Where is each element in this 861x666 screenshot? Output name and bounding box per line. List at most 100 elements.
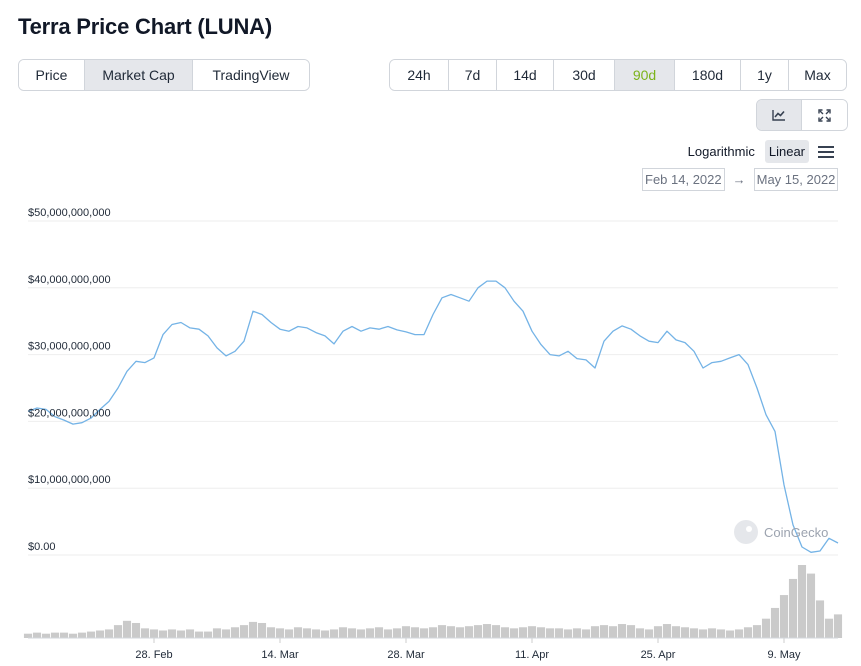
volume-bar <box>581 629 591 638</box>
volume-bar <box>464 626 474 638</box>
market-cap-line <box>27 280 839 553</box>
range-14d[interactable]: 14d <box>497 60 554 90</box>
volume-bar <box>320 630 330 638</box>
tab-market-cap[interactable]: Market Cap <box>85 60 193 90</box>
volume-bar <box>356 629 366 638</box>
x-tick-label: 11. Apr <box>515 649 549 661</box>
y-axis-labels: $0.00 $10,000,000,000 $20,000,000,000 $30,0… <box>28 207 111 553</box>
volume-bar <box>194 631 204 638</box>
volume-bar <box>392 628 402 638</box>
tab-tradingview[interactable]: TradingView <box>193 60 309 90</box>
range-30d[interactable]: 30d <box>554 60 615 90</box>
volume-bar <box>644 629 654 638</box>
scale-logarithmic[interactable]: Logarithmic <box>687 144 755 159</box>
range-1y[interactable]: 1y <box>741 60 789 90</box>
volume-bar <box>203 631 213 638</box>
volume-bar <box>410 627 420 638</box>
volume-bar <box>689 628 699 638</box>
volume-bar <box>374 627 384 638</box>
volume-bar <box>797 565 807 638</box>
volume-bar <box>572 628 582 638</box>
volume-bar <box>752 625 762 638</box>
volume-bar <box>41 633 51 638</box>
volume-bar <box>275 628 285 638</box>
volume-bar <box>626 625 636 638</box>
volume-bar <box>455 627 465 638</box>
volume-bar <box>293 627 303 638</box>
range-max[interactable]: Max <box>789 60 846 90</box>
volume-bar <box>176 630 186 638</box>
volume-bar <box>383 629 393 638</box>
volume-bar <box>428 627 438 638</box>
range-90d[interactable]: 90d <box>615 60 675 90</box>
volume-bar <box>788 578 798 638</box>
volume-bar <box>563 629 573 638</box>
volume-bar <box>527 626 537 638</box>
coingecko-logo-icon <box>734 520 758 544</box>
coingecko-watermark: CoinGecko <box>734 520 828 544</box>
x-tick-label: 28. Mar <box>387 649 425 661</box>
volume-bar <box>212 628 222 638</box>
volume-bar <box>734 629 744 638</box>
volume-bar <box>419 628 429 638</box>
volume-bar <box>239 625 249 638</box>
y-tick-label: $30,000,000,000 <box>28 341 111 353</box>
volume-bar <box>545 628 555 638</box>
volume-bar <box>815 600 825 638</box>
expand-button[interactable] <box>802 100 847 130</box>
range-180d[interactable]: 180d <box>675 60 741 90</box>
volume-bar <box>653 626 663 638</box>
volume-bar <box>32 632 42 638</box>
range-7d[interactable]: 7d <box>449 60 497 90</box>
volume-bar <box>122 620 132 638</box>
scale-toggle: Logarithmic Linear <box>684 140 837 163</box>
volume-bar <box>536 627 546 638</box>
scale-linear[interactable]: Linear <box>764 140 809 163</box>
volume-bar <box>446 626 456 638</box>
date-from-input[interactable]: Feb 14, 2022 <box>642 168 725 191</box>
volume-bar <box>608 626 618 638</box>
x-tick-label: 9. May <box>767 649 801 661</box>
volume-bar <box>365 628 375 638</box>
volume-bar <box>833 614 843 638</box>
volume-bar <box>509 628 519 638</box>
volume-bar <box>482 624 492 638</box>
date-to-input[interactable]: May 15, 2022 <box>753 168 839 191</box>
volume-bars <box>23 565 843 638</box>
volume-bar <box>671 626 681 638</box>
metric-tabs: Price Market Cap TradingView <box>18 59 310 91</box>
volume-bar <box>347 628 357 638</box>
volume-bar <box>662 624 672 638</box>
volume-bar <box>770 607 780 638</box>
x-tick-label: 14. Mar <box>261 649 299 661</box>
volume-bar <box>167 629 177 638</box>
volume-bar <box>617 624 627 638</box>
volume-bar <box>230 627 240 638</box>
y-tick-label: $20,000,000,000 <box>28 407 111 419</box>
x-tick-label: 28. Feb <box>135 649 172 661</box>
expand-icon <box>818 108 831 122</box>
volume-bar <box>779 595 789 638</box>
volume-bar <box>140 628 150 638</box>
volume-bar <box>680 627 690 638</box>
volume-bar <box>23 633 33 638</box>
page-title: Terra Price Chart (LUNA) <box>18 14 272 39</box>
range-24h[interactable]: 24h <box>390 60 449 90</box>
arrow-right-icon: → <box>732 172 746 187</box>
line-chart-button[interactable] <box>757 100 802 130</box>
y-tick-label: $0.00 <box>28 541 56 553</box>
y-tick-label: $10,000,000,000 <box>28 474 111 486</box>
volume-bar <box>635 628 645 638</box>
hamburger-menu-icon[interactable] <box>815 141 837 163</box>
volume-bar <box>599 625 609 638</box>
volume-bar <box>761 618 771 638</box>
volume-bar <box>131 622 141 638</box>
volume-bar <box>716 629 726 638</box>
tab-price[interactable]: Price <box>19 60 85 90</box>
volume-bar <box>104 629 114 638</box>
volume-bar <box>698 629 708 638</box>
volume-bar <box>284 629 294 638</box>
view-tools <box>756 99 848 131</box>
volume-bar <box>266 627 276 638</box>
volume-bar <box>257 622 267 638</box>
